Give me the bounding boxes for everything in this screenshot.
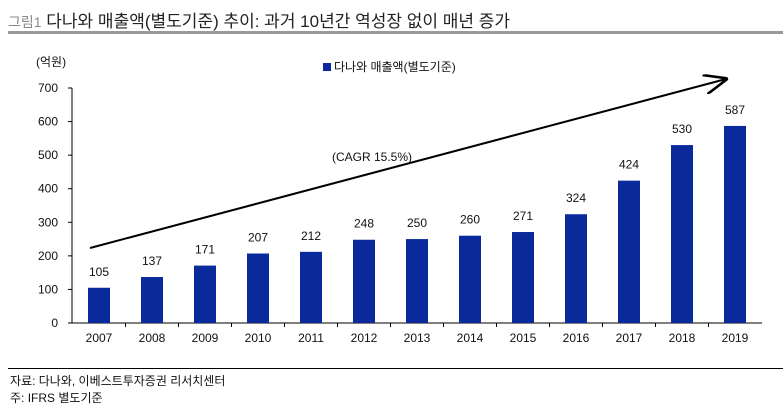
data-label: 260 [460,213,480,227]
source-note: 자료: 다나와, 이베스트투자증권 리서치센터 [10,374,226,388]
bar-2009 [194,265,216,323]
x-tick-label: 2015 [510,331,537,345]
y-tick-label: 400 [38,182,58,196]
trend-arrow [89,79,726,249]
x-tick-label: 2012 [351,331,378,345]
bar-2018 [671,145,693,323]
title-divider [8,31,783,34]
x-tick-label: 2014 [457,331,484,345]
data-label: 171 [195,243,215,257]
x-tick-label: 2013 [404,331,431,345]
x-tick-label: 2009 [192,331,219,345]
y-tick-label: 500 [38,148,58,162]
data-label: 105 [89,265,109,279]
data-label: 587 [725,103,745,117]
y-tick-label: 200 [38,249,58,263]
y-tick-label: 0 [51,316,58,330]
bar-2010 [247,253,269,323]
bar-2014 [459,235,481,323]
data-label: 250 [407,216,427,230]
legend-swatch [323,63,331,71]
x-tick-label: 2008 [139,331,166,345]
y-tick-label: 600 [38,115,58,129]
bar-2019 [724,125,746,323]
data-label: 424 [619,158,639,172]
y-tick-label: 100 [38,282,58,296]
bar-2015 [512,232,534,323]
x-tick-label: 2019 [722,331,749,345]
data-label: 324 [566,191,586,205]
x-tick-label: 2016 [563,331,590,345]
x-tick-label: 2010 [245,331,272,345]
data-label: 271 [513,209,533,223]
bar-2013 [406,239,428,323]
legend-label: 다나와 매출액(별도기준) [334,60,456,74]
data-label: 207 [248,231,268,245]
figure-number: 그림1 [8,14,42,30]
x-tick-label: 2018 [669,331,696,345]
data-label: 248 [354,217,374,231]
bar-2007 [88,287,110,323]
data-label: 137 [142,254,162,268]
data-label: 530 [672,122,692,136]
x-tick-label: 2017 [616,331,643,345]
data-label: 212 [301,229,321,243]
footer-divider [8,368,783,369]
chart-title: 그림1 다나와 매출액(별도기준) 추이: 과거 10년간 역성장 없이 매년 … [8,7,510,32]
x-tick-label: 2007 [86,331,113,345]
title-text: 다나와 매출액(별도기준) 추이: 과거 10년간 역성장 없이 매년 증가 [46,12,511,31]
bar-2011 [300,251,322,323]
y-tick-label: 700 [38,81,58,95]
bar-2008 [141,277,163,323]
bar-2016 [565,214,587,323]
footnote: 주: IFRS 별도기준 [10,391,103,405]
cagr-annotation: (CAGR 15.5%) [332,150,412,164]
x-tick-label: 2011 [298,331,324,345]
y-tick-label: 300 [38,215,58,229]
bar-2017 [618,180,640,323]
y-axis-label: (억원) [36,55,66,69]
bar-2012 [353,239,375,323]
